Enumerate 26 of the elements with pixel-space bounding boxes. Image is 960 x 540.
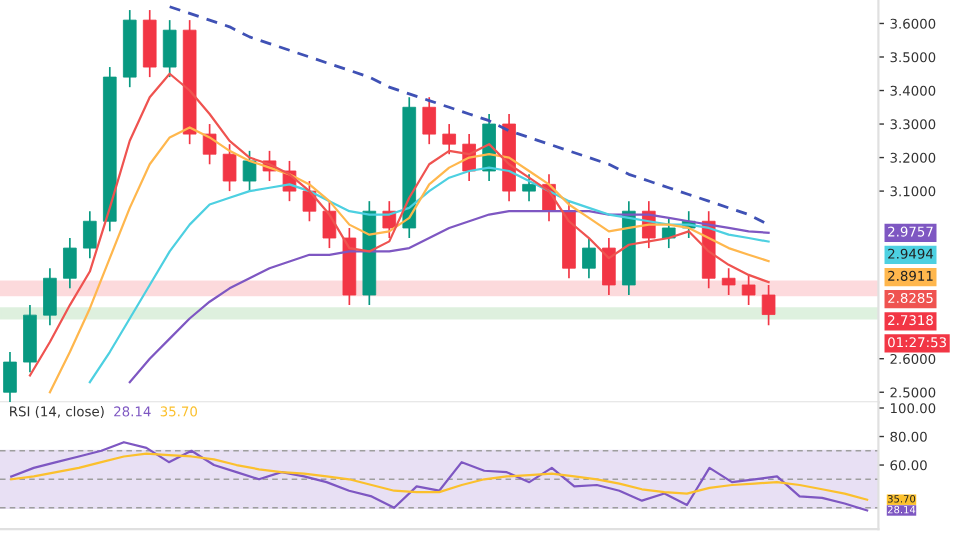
candlestick: [202, 123, 217, 166]
candlestick: [602, 237, 616, 296]
candlestick: [23, 304, 37, 373]
candlestick: [422, 96, 437, 145]
candlestick: [761, 284, 776, 327]
candlestick: [302, 180, 317, 223]
candlestick: [522, 173, 536, 202]
line-series: [48, 126, 770, 394]
candlestick: [661, 217, 676, 249]
candlestick: [43, 267, 57, 327]
candlestick: [442, 123, 456, 156]
candlestick: [242, 150, 257, 192]
candlestick: [322, 200, 337, 249]
line-series: [10, 452, 869, 501]
candlestick: [162, 19, 177, 78]
candlestick: [63, 237, 77, 290]
line-series: [168, 5, 770, 227]
candlestick: [83, 210, 97, 259]
line-series: [28, 72, 770, 377]
candlestick: [142, 9, 157, 78]
candlestick: [222, 143, 237, 192]
line-series: [10, 441, 869, 512]
candlestick: [3, 351, 17, 403]
candlestick: [582, 237, 596, 280]
candlestick: [741, 274, 756, 306]
candlestick: [721, 267, 736, 296]
